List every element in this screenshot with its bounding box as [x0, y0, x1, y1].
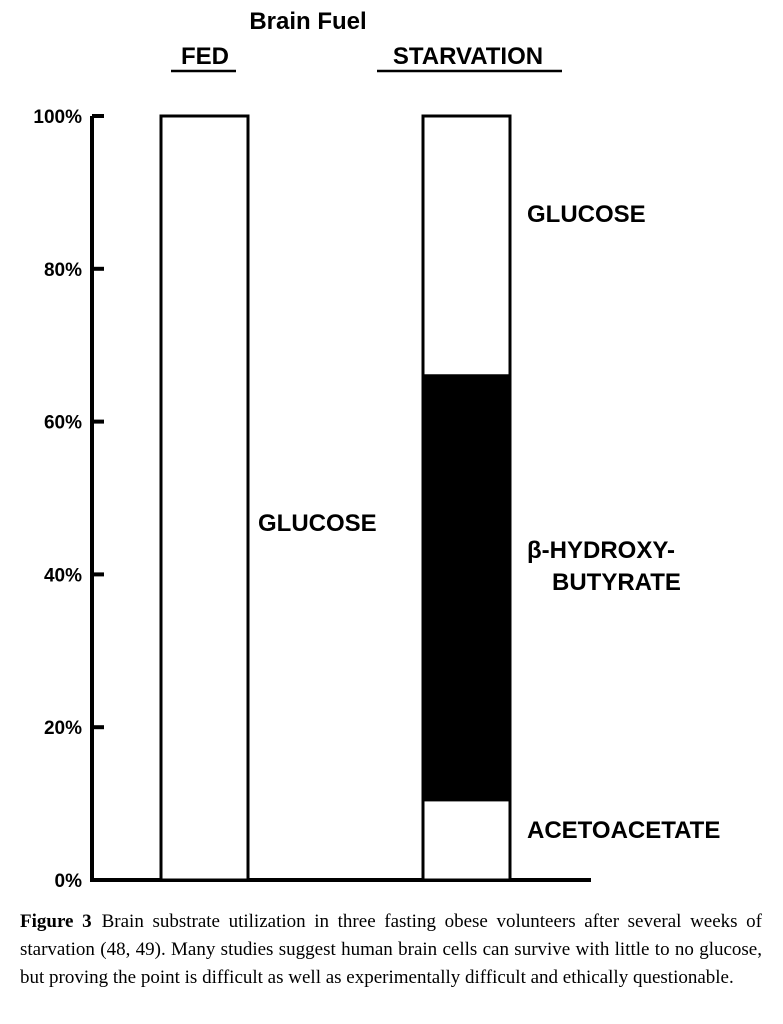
y-tick-label: 40%: [44, 565, 82, 586]
bhb-label-line2: BUTYRATE: [552, 569, 681, 596]
category-label-fed: FED: [181, 43, 229, 70]
y-tick-label: 60%: [44, 413, 82, 434]
bar-segments: [159, 114, 512, 882]
chart-title: Brain Fuel: [249, 8, 366, 35]
category-label-starvation: STARVATION: [393, 43, 543, 70]
bar-segment-starvation-2: [421, 374, 512, 802]
starvation-glucose-label: GLUCOSE: [527, 201, 646, 228]
acetoacetate-label: ACETOACETATE: [527, 817, 720, 844]
y-tick-label: 80%: [44, 260, 82, 281]
fed-glucose-label: GLUCOSE: [258, 510, 377, 537]
figure-label: Figure 3: [20, 911, 92, 932]
bar-segment-fed-3: [159, 114, 250, 882]
y-tick-label: 20%: [44, 718, 82, 739]
brain-fuel-chart: Brain Fuel FED STARVATION 0% 20% 40% 60% 80%…: [33, 8, 720, 892]
bar-segment-starvation-1: [421, 798, 512, 882]
figure-caption: Figure 3 Brain substrate utilization in t…: [20, 908, 762, 992]
bar-segment-starvation-3: [421, 114, 512, 378]
y-axis-ticks: 0% 20% 40% 60% 80% 100%: [33, 107, 104, 892]
bhb-label-line1: β-HYDROXY-: [527, 537, 675, 564]
y-tick-label: 0%: [55, 871, 83, 892]
y-tick-label: 100%: [33, 107, 82, 128]
caption-text: Brain substrate utilization in three fas…: [20, 911, 762, 988]
